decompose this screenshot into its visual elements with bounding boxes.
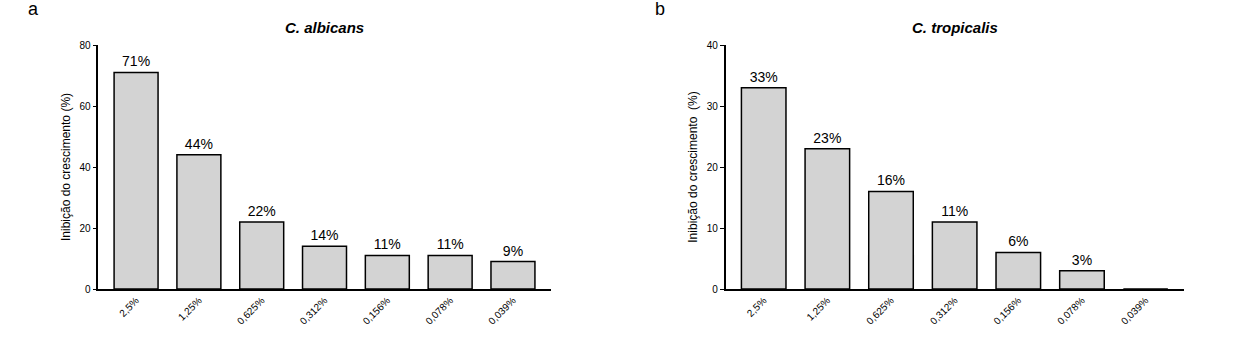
svg-text:0,625%: 0,625% — [235, 295, 267, 327]
svg-text:0,625%: 0,625% — [864, 295, 896, 327]
svg-text:20: 20 — [707, 162, 719, 173]
svg-text:30: 30 — [707, 101, 719, 112]
svg-text:0,078%: 0,078% — [1055, 295, 1087, 327]
svg-text:11%: 11% — [941, 203, 968, 219]
svg-text:0,312%: 0,312% — [928, 295, 960, 327]
svg-text:Inibição do crescimento (%): Inibição do crescimento (%) — [686, 91, 700, 242]
svg-text:b: b — [655, 0, 665, 19]
svg-text:44%: 44% — [185, 136, 213, 152]
svg-text:0,156%: 0,156% — [991, 295, 1023, 327]
svg-text:C. albicans: C. albicans — [285, 19, 364, 36]
svg-text:Inibição do crescimento (%): Inibição do crescimento (%) — [59, 93, 73, 241]
svg-text:9%: 9% — [503, 243, 523, 259]
svg-text:20: 20 — [80, 223, 92, 234]
svg-text:a: a — [28, 0, 39, 19]
svg-text:0,078%: 0,078% — [423, 295, 455, 327]
svg-text:2,5%: 2,5% — [117, 295, 141, 319]
svg-text:C. tropicalis: C. tropicalis — [912, 19, 998, 36]
svg-text:0,039%: 0,039% — [486, 295, 518, 327]
svg-text:11%: 11% — [437, 236, 464, 252]
svg-text:2,5%: 2,5% — [745, 295, 769, 319]
svg-text:3%: 3% — [1072, 252, 1092, 268]
svg-text:16%: 16% — [877, 172, 905, 188]
svg-text:1,25%: 1,25% — [804, 295, 832, 323]
svg-text:6%: 6% — [1008, 233, 1028, 249]
svg-text:0,039%: 0,039% — [1119, 295, 1151, 327]
svg-text:80: 80 — [80, 40, 92, 51]
svg-text:33%: 33% — [750, 69, 778, 85]
svg-text:40: 40 — [80, 162, 92, 173]
svg-text:10: 10 — [707, 223, 719, 234]
svg-text:40: 40 — [707, 40, 719, 51]
svg-text:14%: 14% — [310, 227, 338, 243]
svg-text:0,156%: 0,156% — [361, 295, 393, 327]
svg-text:11%: 11% — [374, 236, 401, 252]
svg-text:22%: 22% — [248, 203, 276, 219]
svg-text:0,312%: 0,312% — [298, 295, 330, 327]
svg-text:23%: 23% — [813, 130, 841, 146]
svg-text:71%: 71% — [122, 53, 150, 69]
svg-text:0: 0 — [85, 284, 91, 295]
svg-text:60: 60 — [80, 101, 92, 112]
svg-text:0: 0 — [712, 284, 718, 295]
svg-text:1,25%: 1,25% — [176, 295, 204, 323]
